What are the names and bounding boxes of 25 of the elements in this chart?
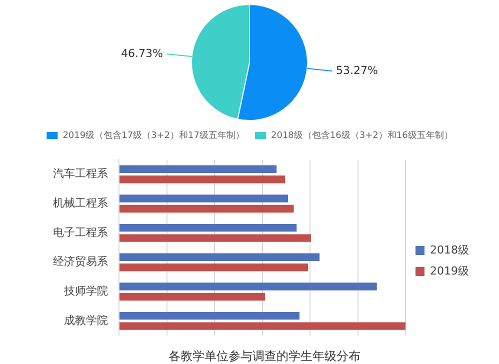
bar [120, 292, 266, 301]
y-tick-label: 电子工程系 [53, 226, 108, 239]
bar [120, 322, 406, 330]
bar [120, 204, 294, 213]
data-label: 53.27% [336, 64, 378, 77]
text: 各教学单位参与调查的学生年级分布 [168, 348, 360, 363]
bar [120, 176, 286, 184]
bar [120, 312, 300, 320]
y-tick-label: 汽车工程系 [53, 167, 108, 180]
legend-label: 2019级（包含17级（3+2）和17级五年制） [62, 130, 245, 141]
bar [120, 264, 308, 272]
bar [120, 253, 320, 261]
y-tick-label: 经济贸易系 [53, 255, 108, 268]
bar [120, 194, 288, 202]
legend-label: 2019级 [430, 264, 470, 278]
bar [120, 282, 377, 290]
y-tick-label: 机械工程系 [53, 196, 108, 210]
data-label: 46.73% [120, 46, 163, 60]
legend-label: 2018级 [430, 243, 470, 256]
bar [120, 234, 311, 242]
y-tick-label: 技师学院 [63, 284, 108, 298]
bar [120, 224, 297, 232]
y-tick-label: 成教学院 [64, 314, 108, 327]
bar [120, 165, 277, 173]
legend-label: 2018级（包含16级（3+2）和16级五年制） [271, 130, 453, 141]
